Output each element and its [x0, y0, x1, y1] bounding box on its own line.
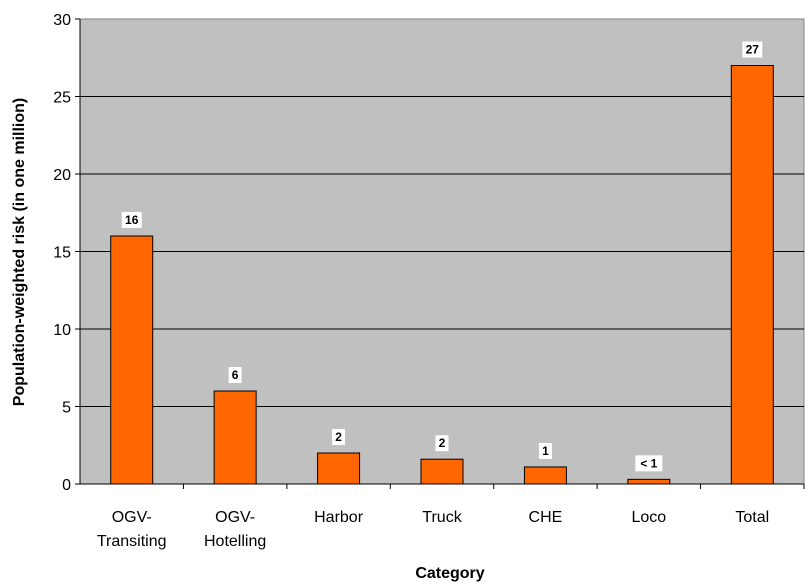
data-label: 27	[746, 43, 760, 57]
y-tick-label: 30	[53, 12, 71, 29]
data-label: 16	[125, 213, 139, 227]
bars	[110, 65, 774, 485]
x-category-label: CHE	[529, 509, 563, 526]
data-label: 1	[542, 444, 549, 458]
data-label: 2	[439, 436, 446, 450]
y-axis-title: Population-weighted risk (in one million…	[11, 98, 28, 406]
x-category-label: OGV-	[215, 509, 255, 526]
y-tick-label: 15	[53, 245, 71, 262]
x-axis-categories: OGV- Transiting OGV- Hotelling Harbor Truck CH…	[97, 484, 805, 550]
y-tick-label: 0	[62, 477, 71, 494]
y-axis-ticks: 0 5 10 15 20 25 30	[53, 12, 80, 494]
x-category-label: Transiting	[97, 533, 167, 550]
data-label-background	[538, 442, 552, 459]
data-label: 2	[335, 430, 342, 444]
data-label-background	[121, 212, 142, 228]
data-label-background	[635, 455, 663, 472]
data-label: 6	[232, 368, 239, 382]
data-label-background	[228, 367, 242, 383]
bar	[110, 235, 154, 485]
bar	[213, 390, 257, 485]
data-labels: 16 6 2 2 1 < 1 27	[121, 41, 763, 472]
x-axis-title: Category	[415, 565, 484, 582]
y-tick-label: 25	[53, 90, 71, 107]
x-category-label: Hotelling	[204, 533, 266, 550]
data-label-background	[332, 429, 346, 445]
bar	[627, 478, 671, 485]
x-category-label: OGV-	[112, 509, 152, 526]
x-category-label: Truck	[422, 509, 462, 526]
data-label-background	[742, 41, 763, 58]
gridlines	[80, 96, 804, 407]
bar	[730, 65, 774, 485]
y-tick-label: 20	[53, 167, 71, 184]
data-label: < 1	[640, 456, 657, 470]
bar	[523, 466, 567, 485]
bar	[420, 458, 464, 485]
data-label-background	[435, 435, 449, 452]
x-category-label: Total	[735, 509, 769, 526]
y-tick-label: 5	[62, 400, 71, 417]
x-category-label: Loco	[632, 509, 667, 526]
y-tick-label: 10	[53, 322, 71, 339]
bar	[317, 452, 361, 485]
x-category-label: Harbor	[314, 509, 364, 526]
